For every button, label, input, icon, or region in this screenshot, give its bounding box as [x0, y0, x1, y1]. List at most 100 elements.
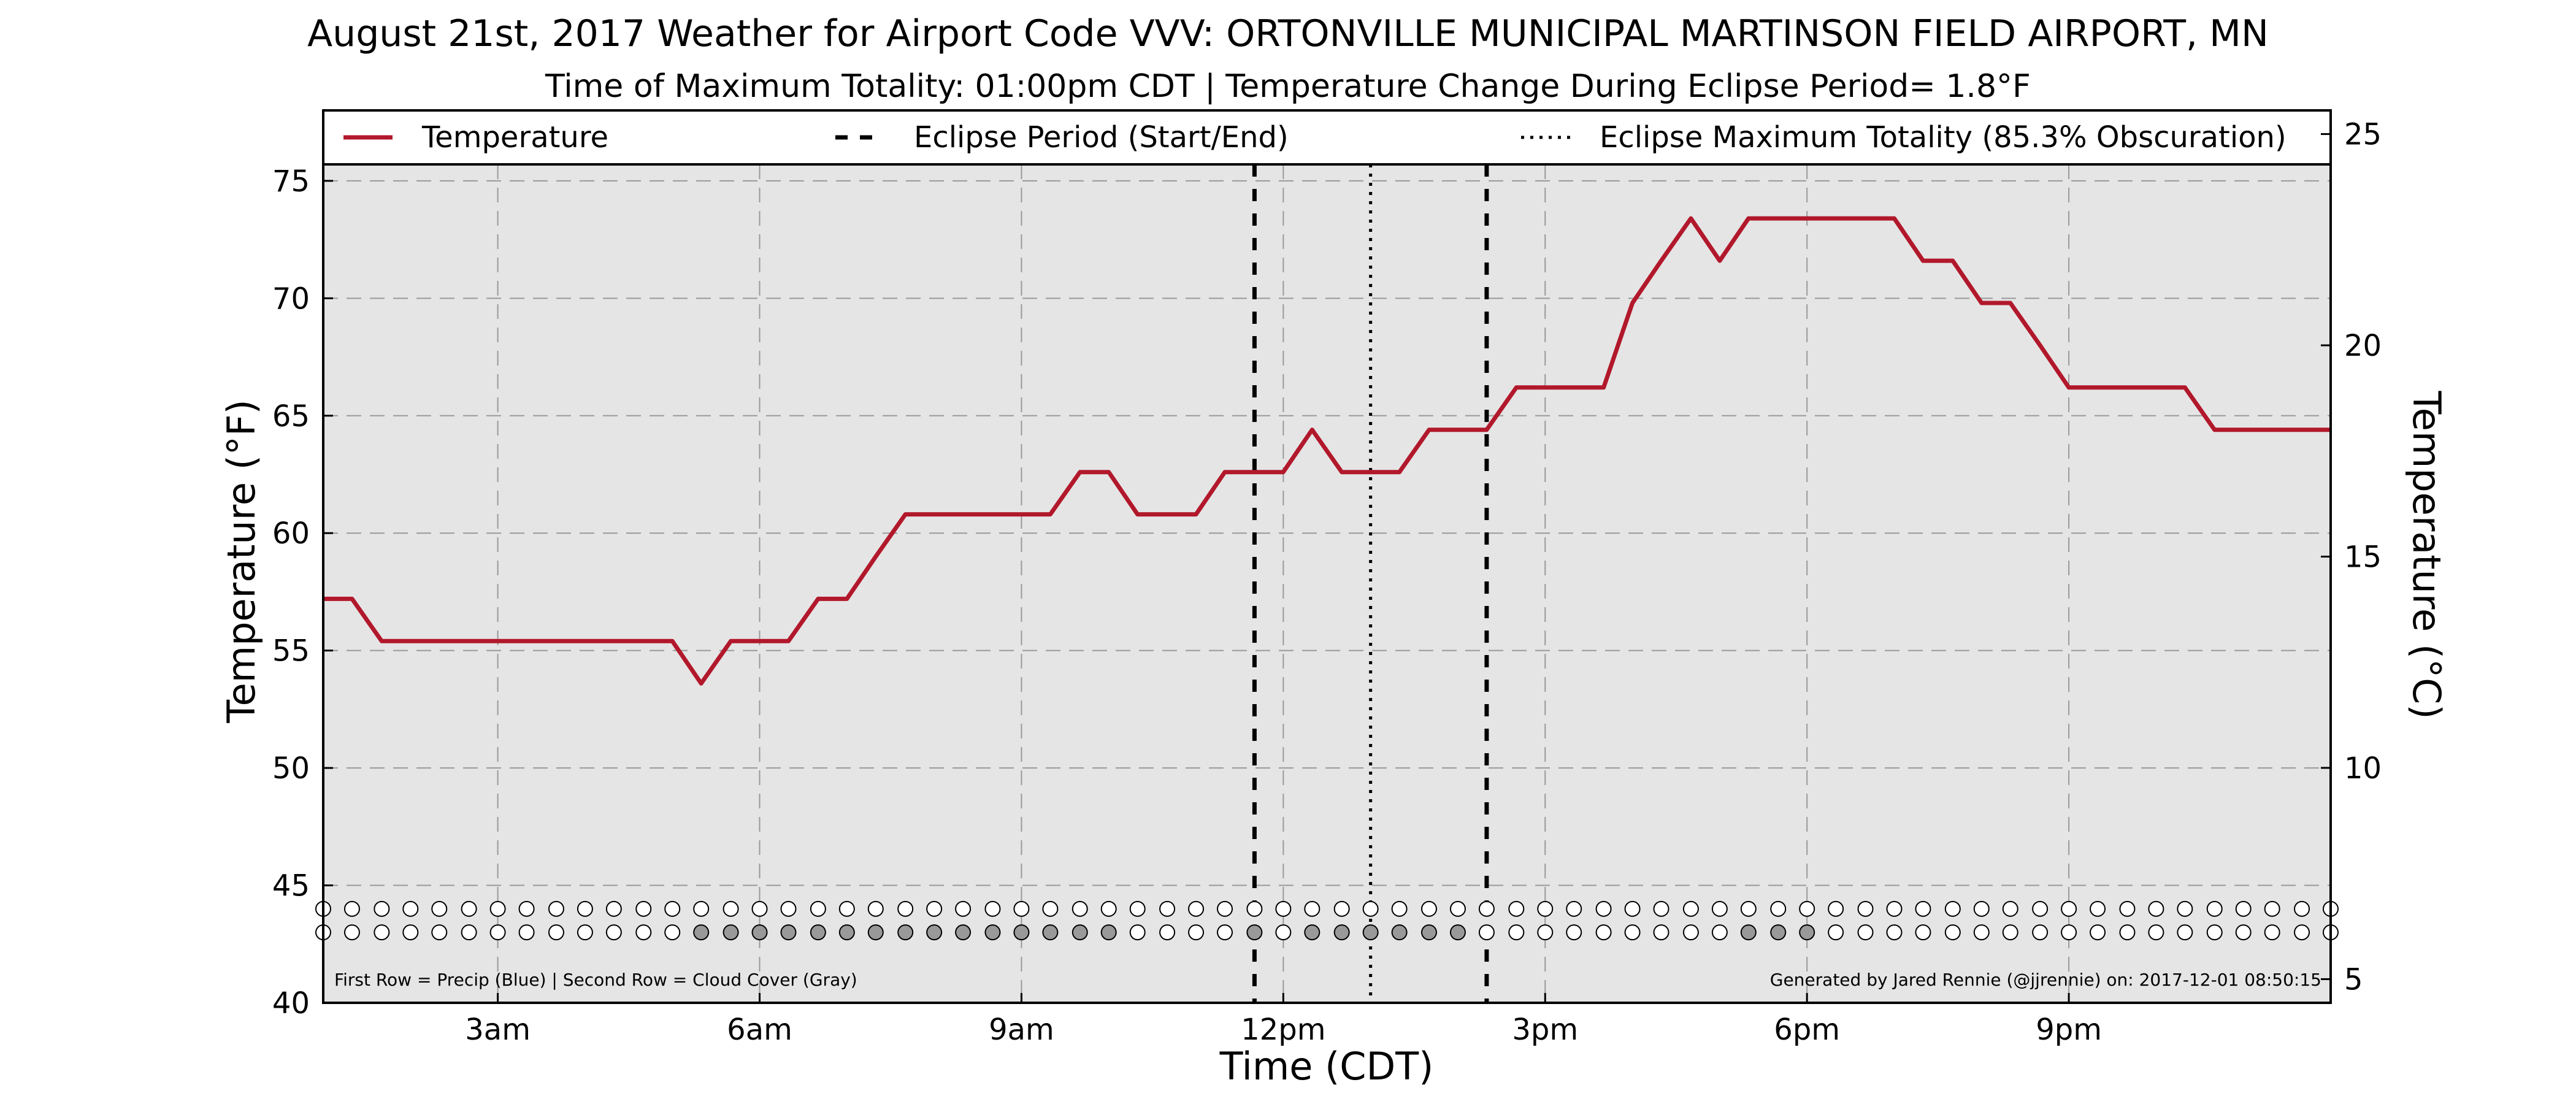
cloud-cover-dot	[1246, 924, 1263, 941]
cloud-cover-dot	[1100, 924, 1117, 941]
cloud-cover-dot	[1537, 924, 1554, 941]
precip-dot	[461, 900, 477, 917]
precip-dot	[723, 900, 739, 917]
precip-dot	[2061, 900, 2077, 917]
precip-dot	[489, 900, 506, 917]
y2-tick-label: 20	[2344, 329, 2382, 363]
y-axis-right: 5 10 15 20 25	[2321, 118, 2382, 997]
cloud-cover-dot	[1915, 924, 1931, 941]
cloud-cover-dot	[2148, 924, 2164, 941]
precip-dot	[1042, 900, 1059, 917]
cloud-cover-dot	[343, 924, 360, 941]
cloud-cover-dot	[867, 924, 884, 941]
cloud-cover-dot	[461, 924, 477, 941]
cloud-cover-dot	[489, 924, 506, 941]
precip-dot	[2177, 900, 2193, 917]
cloud-cover-dot	[1566, 924, 1582, 941]
footnote-right: Generated by Jared Rennie (@jjrennie) on…	[1770, 970, 2321, 990]
legend-eclipse-max-label: Eclipse Maximum Totality (85.3% Obscurat…	[1600, 120, 2287, 155]
cloud-cover-dot	[664, 924, 681, 941]
cloud-cover-dot	[897, 924, 914, 941]
y2-tick-label: 25	[2344, 118, 2382, 152]
cloud-cover-dot	[1624, 924, 1641, 941]
precip-dot	[1595, 900, 1612, 917]
cloud-cover-dot	[1071, 924, 1088, 941]
legend-box	[322, 109, 2332, 166]
precip-dot	[431, 900, 448, 917]
y-tick-label: 45	[272, 869, 310, 903]
x-tick-label: 9pm	[2036, 1013, 2102, 1047]
cloud-cover-dot	[1013, 924, 1030, 941]
cloud-cover-dot	[1333, 924, 1350, 941]
cloud-cover-dot	[780, 924, 797, 941]
precip-dot	[1857, 900, 1874, 917]
cloud-cover-dot	[2032, 924, 2049, 941]
precip-dot	[751, 900, 768, 917]
cloud-cover-dot	[1799, 924, 1815, 941]
y-tick-label: 40	[272, 986, 310, 1021]
precip-dot	[1537, 900, 1554, 917]
precip-dot	[838, 900, 855, 917]
precip-dot	[1449, 900, 1466, 917]
cloud-cover-dot	[1275, 924, 1292, 941]
cloud-cover-dot	[1362, 924, 1379, 941]
x-axis-label: Time (CDT)	[1219, 1044, 1434, 1089]
cloud-cover-dot	[2177, 924, 2193, 941]
precip-dot	[1071, 900, 1088, 917]
precip-dot	[1391, 900, 1408, 917]
precip-dot	[2119, 900, 2136, 917]
precip-dot	[1799, 900, 1815, 917]
cloud-cover-dot	[2235, 924, 2252, 941]
cloud-cover-dot	[838, 924, 855, 941]
precip-dot	[1711, 900, 1728, 917]
precip-dot	[577, 900, 593, 917]
precip-dot	[867, 900, 884, 917]
cloud-cover-dot	[2206, 924, 2223, 941]
chart-subtitle: Time of Maximum Totality: 01:00pm CDT | …	[545, 68, 2031, 105]
cloud-cover-dot	[1478, 924, 1495, 941]
cloud-cover-dot	[1740, 924, 1757, 941]
precip-dot	[693, 900, 710, 917]
precip-dot	[2206, 900, 2223, 917]
precip-dot	[2235, 900, 2252, 917]
cloud-cover-dot	[1159, 924, 1176, 941]
cloud-cover-dot	[1886, 924, 1903, 941]
precip-dot	[1915, 900, 1931, 917]
x-tick-label: 3am	[465, 1013, 531, 1047]
cloud-cover-dot	[1711, 924, 1728, 941]
precip-dot	[1478, 900, 1495, 917]
eclipse-lines	[1252, 164, 1489, 1003]
precip-dot	[605, 900, 622, 917]
y-axis-label: Temperature (°F)	[219, 399, 264, 723]
cloud-cover-dot	[1304, 924, 1321, 941]
cloud-cover-dot	[1857, 924, 1874, 941]
cloud-cover-dot	[1129, 924, 1146, 941]
cloud-cover-dot	[955, 924, 972, 941]
cloud-cover-dot	[2264, 924, 2280, 941]
precip-dot	[1217, 900, 1233, 917]
precip-dot	[1362, 900, 1379, 917]
precip-dot	[402, 900, 419, 917]
precip-dot	[1304, 900, 1321, 917]
precip-dot	[1508, 900, 1525, 917]
cloud-cover-dot	[635, 924, 652, 941]
cloud-cover-dot	[984, 924, 1001, 941]
cloud-cover-dot	[402, 924, 419, 941]
cloud-cover-dot	[1042, 924, 1059, 941]
x-tick-label: 9am	[989, 1013, 1054, 1047]
cloud-cover-dot	[374, 924, 390, 941]
cloud-cover-dot	[2090, 924, 2106, 941]
precip-dot	[1682, 900, 1699, 917]
cloud-cover-dot	[2061, 924, 2077, 941]
cloud-cover-dot	[1508, 924, 1525, 941]
precip-dot	[1100, 900, 1117, 917]
cloud-cover-dot	[1828, 924, 1844, 941]
cloud-cover-dot	[2294, 924, 2310, 941]
precip-dot	[1886, 900, 1903, 917]
cloud-cover-dot	[1217, 924, 1233, 941]
cloud-cover-dot	[1595, 924, 1612, 941]
precip-dot	[2264, 900, 2280, 917]
x-axis: 3am 6am 9am 12pm 3pm 6pm 9pm	[465, 993, 2102, 1047]
precip-dot	[1770, 900, 1787, 917]
